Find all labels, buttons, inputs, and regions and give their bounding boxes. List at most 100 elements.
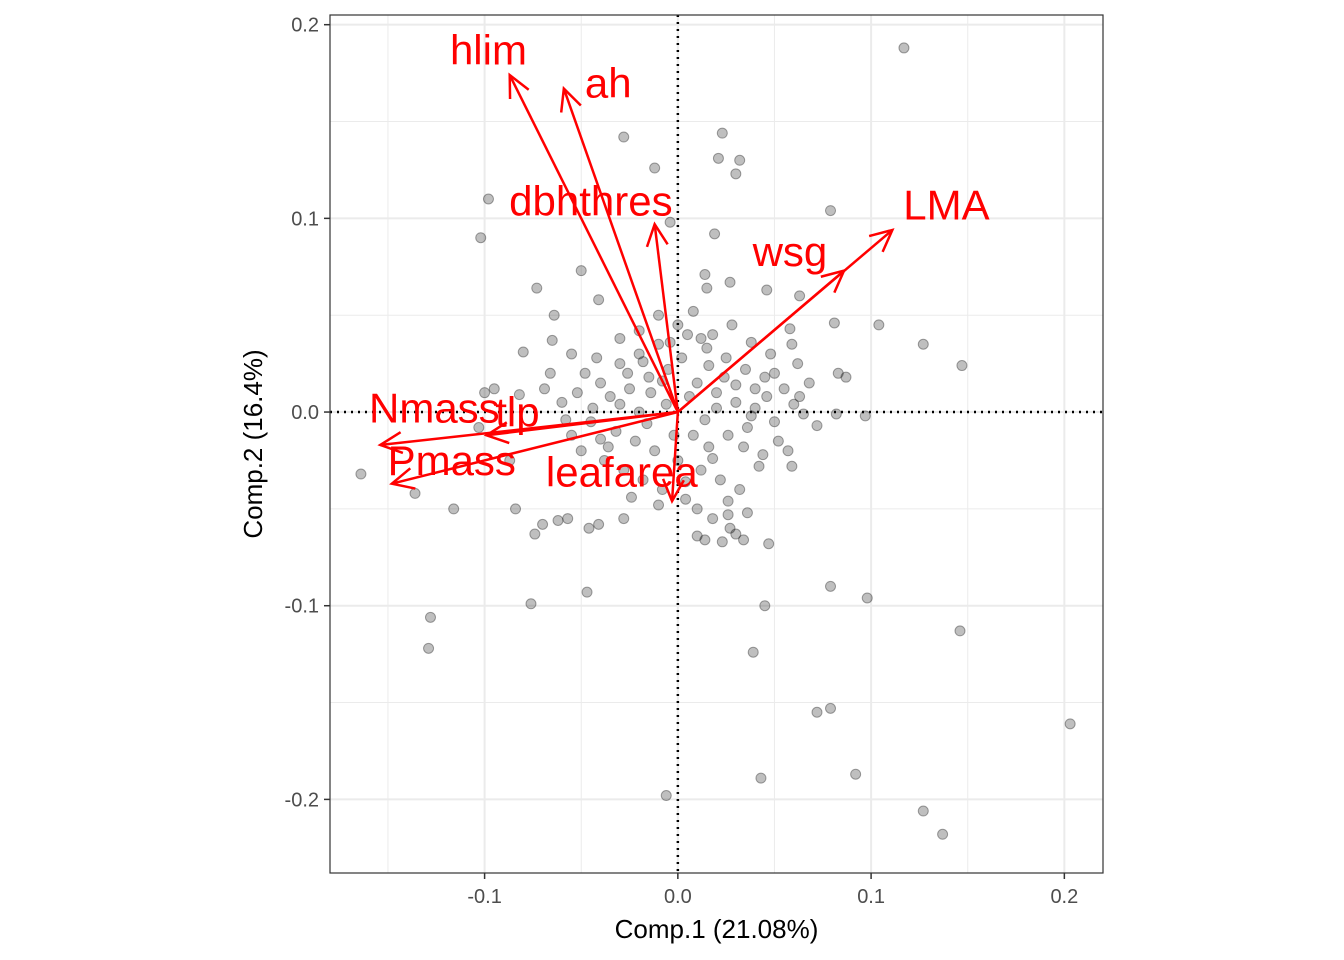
data-point — [473, 422, 485, 434]
vector-arrowhead — [389, 467, 416, 490]
vector-tlp — [483, 410, 679, 445]
data-point — [699, 414, 711, 426]
scatter-points — [355, 42, 1076, 840]
data-point — [861, 592, 873, 604]
data-point — [917, 338, 929, 350]
data-point — [660, 790, 672, 802]
x-tick-label: -0.1 — [467, 886, 501, 908]
data-point — [898, 42, 910, 54]
data-point — [680, 476, 692, 488]
data-point — [680, 493, 692, 505]
data-point — [531, 282, 543, 294]
data-point — [794, 290, 806, 302]
data-point — [778, 383, 790, 395]
data-point — [529, 528, 541, 540]
x-axis: -0.1 0.0 0.1 0.2 — [467, 873, 1078, 908]
data-point — [954, 625, 966, 637]
data-point — [699, 269, 711, 281]
vector-label-Nmass: Nmass — [369, 385, 500, 432]
data-point — [544, 367, 556, 379]
data-point — [811, 420, 823, 432]
data-point — [703, 441, 715, 453]
data-point — [859, 410, 871, 422]
data-point — [583, 522, 595, 534]
vector-dbhthres — [645, 221, 680, 413]
data-point — [649, 445, 661, 457]
data-point — [937, 828, 949, 840]
data-point — [722, 495, 734, 507]
data-point — [707, 453, 719, 465]
vector-wsg — [677, 268, 847, 413]
data-point — [745, 336, 757, 348]
data-point — [575, 265, 587, 277]
data-point — [699, 534, 711, 546]
data-point — [687, 429, 699, 441]
data-point — [687, 305, 699, 317]
data-point — [571, 387, 583, 399]
data-point — [513, 389, 525, 401]
data-point — [832, 367, 844, 379]
data-point — [734, 154, 746, 166]
data-point — [749, 402, 761, 414]
data-point — [637, 474, 649, 486]
vector-shaft — [391, 410, 679, 485]
data-point — [784, 323, 796, 335]
vector-label-ah: ah — [585, 59, 632, 106]
data-point — [724, 276, 736, 288]
data-point — [695, 464, 707, 476]
data-point — [768, 367, 780, 379]
data-point — [786, 338, 798, 350]
data-point — [479, 387, 491, 399]
data-point — [768, 416, 780, 428]
data-point — [745, 410, 757, 422]
data-point — [676, 352, 688, 364]
data-point — [788, 398, 800, 410]
reference-lines — [330, 15, 1103, 873]
data-point — [716, 127, 728, 139]
data-point — [701, 342, 713, 354]
data-point — [604, 391, 616, 403]
x-tick-label: 0.0 — [664, 886, 692, 908]
data-point — [653, 309, 665, 321]
data-point — [763, 538, 775, 550]
data-point — [579, 367, 591, 379]
vector-shaft — [670, 411, 680, 502]
data-point — [755, 772, 767, 784]
data-point — [598, 454, 610, 466]
data-point — [741, 422, 753, 434]
data-point — [749, 383, 761, 395]
vector-arrowhead — [661, 478, 685, 505]
data-point — [794, 391, 806, 403]
data-point — [956, 360, 968, 372]
y-tick-label: -0.2 — [285, 789, 319, 811]
data-point — [409, 487, 421, 499]
data-point — [730, 528, 742, 540]
y-tick-label: 0.2 — [291, 15, 319, 37]
data-point — [811, 706, 823, 718]
vector-arrowhead — [868, 228, 895, 253]
y-axis: -0.2 -0.1 0.0 0.1 0.2 — [285, 15, 330, 811]
data-point — [730, 396, 742, 408]
data-point — [761, 284, 773, 296]
data-point — [825, 702, 837, 714]
vector-label-tlp: tlp — [495, 389, 539, 436]
data-point — [591, 352, 603, 364]
vector-shaft — [653, 224, 680, 413]
data-point — [703, 360, 715, 372]
data-point — [510, 503, 522, 515]
data-point — [618, 513, 630, 525]
vector-label-dbhthres: dbhthres — [509, 177, 672, 224]
data-point — [525, 598, 537, 610]
data-point — [730, 379, 742, 391]
y-axis-title: Comp.2 (16.4%) — [238, 349, 268, 538]
data-point — [539, 383, 551, 395]
loading-vectors — [377, 72, 895, 505]
data-point — [738, 441, 750, 453]
vector-arrowhead — [559, 85, 582, 113]
data-point — [734, 484, 746, 496]
data-point — [711, 387, 722, 399]
vector-arrowhead — [483, 421, 510, 445]
data-point — [504, 454, 516, 466]
data-point — [593, 518, 605, 530]
